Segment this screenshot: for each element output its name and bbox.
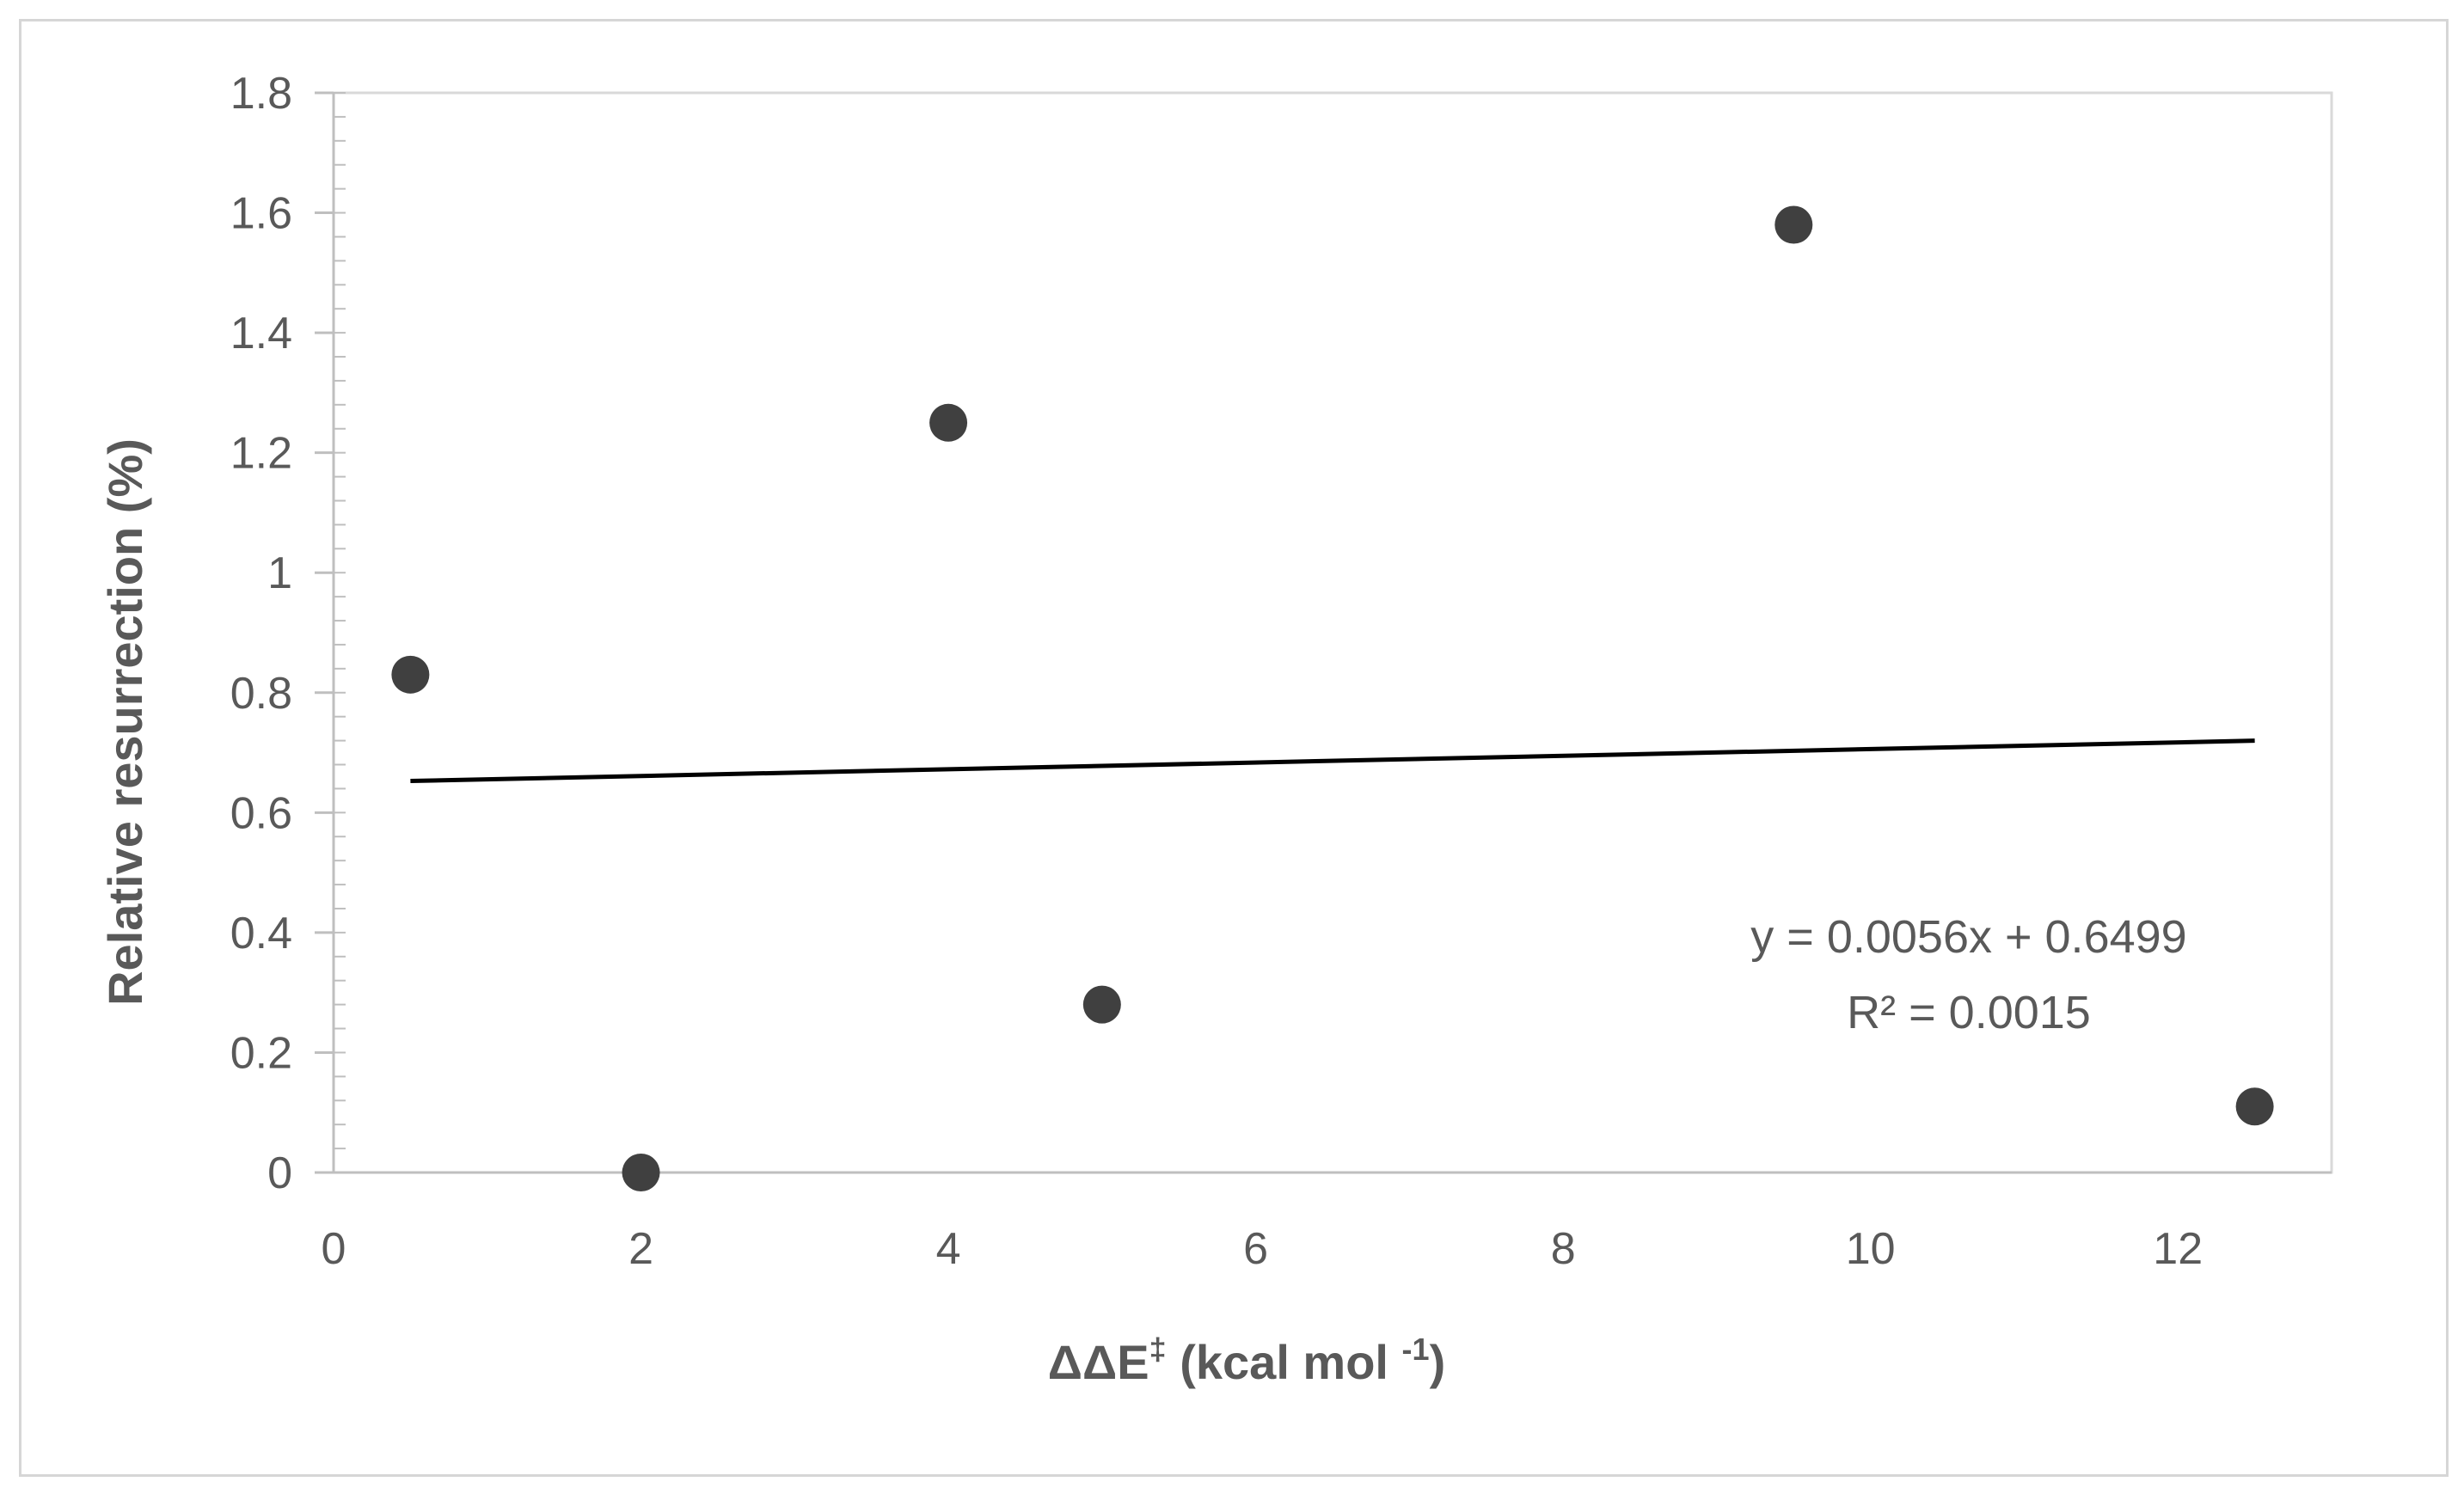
data-point bbox=[622, 1154, 660, 1191]
y-tick-label: 1.8 bbox=[230, 69, 292, 119]
y-minor-ticks bbox=[334, 92, 346, 1173]
r-squared-label: R² = 0.0015 bbox=[1847, 987, 2091, 1038]
x-tick-label: 4 bbox=[936, 1224, 961, 1274]
data-point bbox=[929, 403, 968, 442]
x-axis-title: ΔΔE‡ (kcal mol -1) bbox=[1048, 1332, 1445, 1389]
y-tick-label: 0.4 bbox=[230, 909, 292, 958]
x-axis-title-unit: (kcal mol bbox=[1167, 1335, 1402, 1389]
y-tick-label: 0.8 bbox=[230, 669, 292, 719]
x-axis-title-unit-sup: -1 bbox=[1402, 1332, 1430, 1367]
trendline bbox=[410, 738, 2255, 784]
x-axis-title-sup: ‡ bbox=[1149, 1332, 1167, 1367]
data-points bbox=[391, 205, 2274, 1191]
y-tick-labels: 0 0.2 0.4 0.6 0.8 1 1.2 1.4 1.6 1.8 bbox=[230, 69, 334, 1198]
x-tick-label: 0 bbox=[322, 1224, 346, 1274]
y-tick-label: 0.2 bbox=[230, 1028, 292, 1078]
x-tick-label: 12 bbox=[2153, 1224, 2203, 1274]
data-point bbox=[2235, 1087, 2274, 1126]
y-tick-label: 1.6 bbox=[230, 189, 292, 239]
y-tick-label: 1.4 bbox=[230, 309, 292, 358]
data-point bbox=[1774, 205, 1813, 244]
x-tick-labels: 0 2 4 6 8 10 12 bbox=[322, 1224, 2204, 1274]
y-tick-label: 0.6 bbox=[230, 788, 292, 838]
chart-frame bbox=[19, 19, 2449, 1477]
x-axis-title-unit-close: ) bbox=[1430, 1335, 1446, 1389]
x-axis-title-main: ΔΔE bbox=[1048, 1335, 1149, 1389]
x-tick-label: 10 bbox=[1846, 1224, 1896, 1274]
trendline-equation: y = 0.0056x + 0.6499 bbox=[1750, 911, 2186, 963]
y-axis-title: Relative resurrection (%) bbox=[98, 438, 152, 1006]
data-point bbox=[1082, 985, 1121, 1024]
x-tick-label: 6 bbox=[1243, 1224, 1268, 1274]
x-tick-label: 8 bbox=[1551, 1224, 1576, 1274]
x-tick-label: 2 bbox=[628, 1224, 653, 1274]
y-tick-label: 1 bbox=[267, 548, 292, 598]
y-tick-label: 1.2 bbox=[230, 429, 292, 479]
data-point bbox=[391, 655, 430, 694]
y-tick-label: 0 bbox=[267, 1148, 292, 1198]
